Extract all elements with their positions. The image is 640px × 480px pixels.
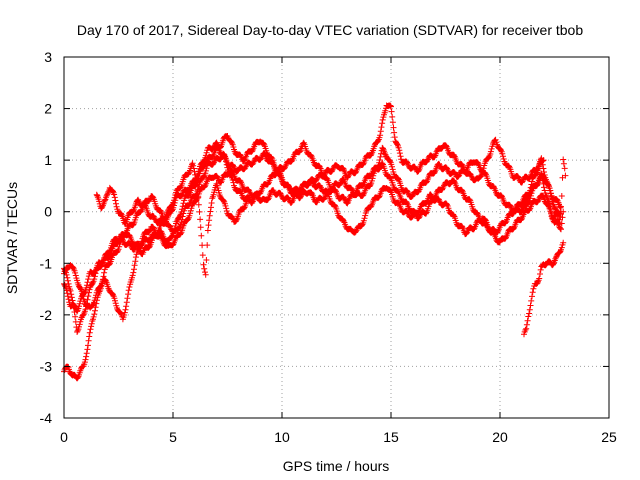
- series-track-7: [516, 155, 569, 226]
- y-tick-label: -3: [40, 358, 53, 374]
- x-tick-label: 15: [383, 429, 399, 445]
- y-tick-label: 0: [44, 204, 52, 220]
- series-track-5: [93, 160, 251, 278]
- x-tick-label: 0: [60, 429, 68, 445]
- data-points: [61, 102, 569, 382]
- series-track-6: [521, 239, 567, 338]
- y-tick-label: 1: [44, 152, 52, 168]
- y-tick-label: 2: [44, 101, 52, 117]
- x-axis-label: GPS time / hours: [283, 458, 390, 474]
- point-markers: [521, 239, 567, 338]
- plot-frame: [63, 56, 610, 419]
- y-tick-label: -2: [40, 307, 53, 323]
- axis-ticks: 0 5 10 15 20 25 -4 -3 -2 -1 0 1 2 3: [40, 49, 617, 445]
- x-tick-label: 25: [601, 429, 617, 445]
- x-tick-label: 5: [169, 429, 177, 445]
- y-tick-label: -1: [40, 255, 53, 271]
- x-tick-label: 20: [492, 429, 508, 445]
- y-axis-label: SDTVAR / TECUs: [4, 182, 20, 294]
- y-tick-label: 3: [44, 49, 52, 65]
- x-tick-label: 10: [274, 429, 290, 445]
- point-markers: [516, 155, 569, 226]
- point-markers: [93, 160, 251, 278]
- y-tick-label: -4: [40, 410, 53, 426]
- chart-title: Day 170 of 2017, Sidereal Day-to-day VTE…: [77, 22, 584, 38]
